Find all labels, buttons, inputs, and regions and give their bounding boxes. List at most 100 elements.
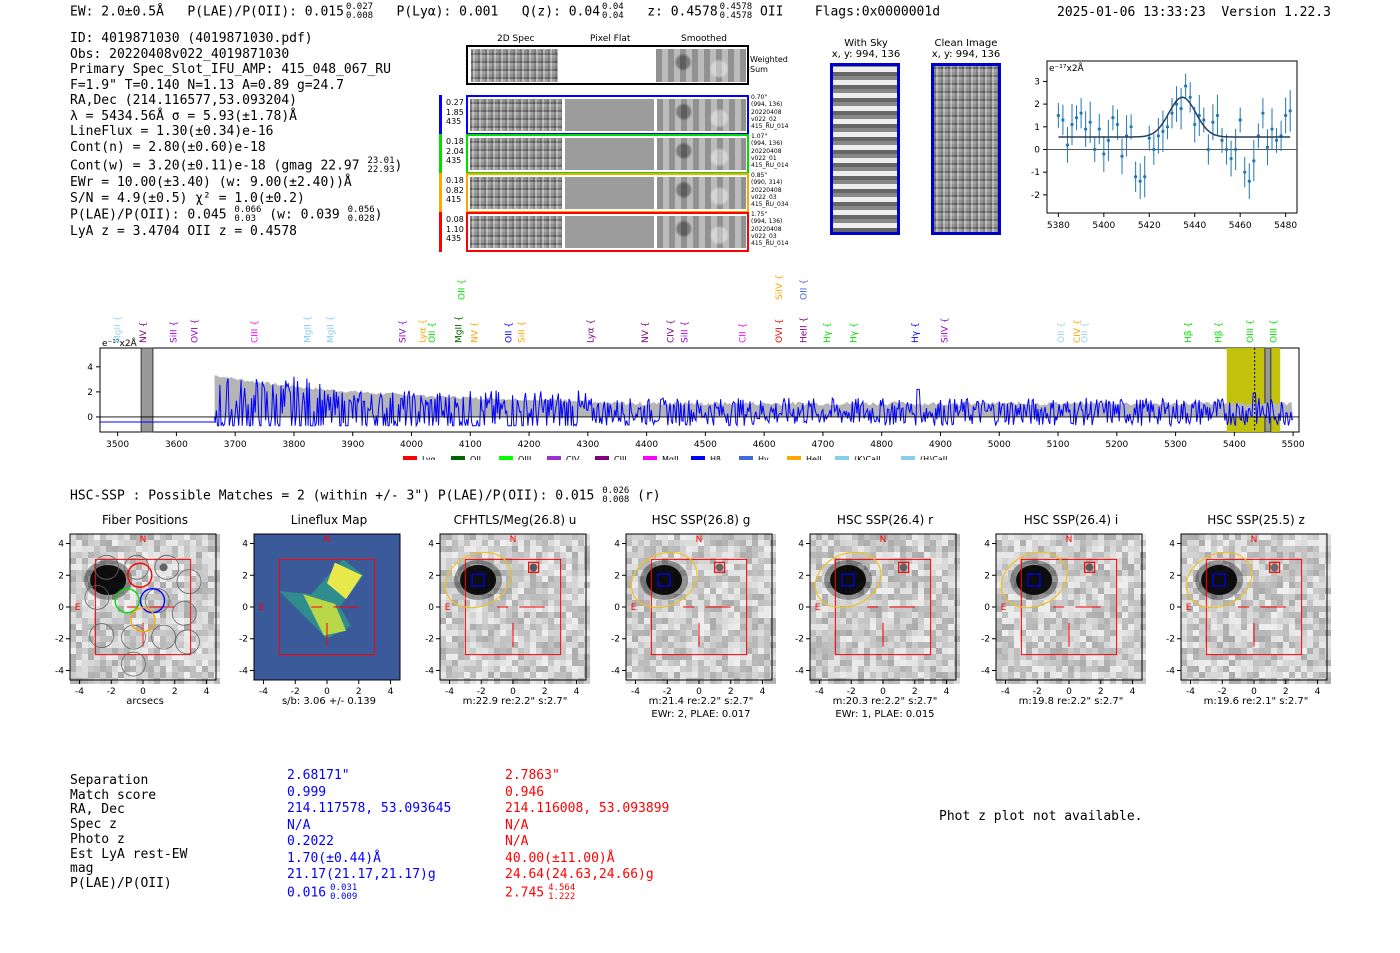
thumb-pixel bbox=[1301, 570, 1307, 576]
thumb-pixel bbox=[542, 642, 548, 648]
thumb-pixel bbox=[518, 552, 524, 558]
thumb-pixel bbox=[184, 546, 190, 552]
thumb-pixel bbox=[482, 594, 488, 600]
thumb-pixel bbox=[1044, 672, 1050, 678]
thumb-ytick-label: 2 bbox=[1169, 571, 1175, 581]
thumb-pixel bbox=[1098, 672, 1104, 678]
thumb-pixel bbox=[1014, 540, 1020, 546]
thumb-pixel bbox=[650, 654, 656, 660]
thumb-pixel bbox=[1044, 648, 1050, 654]
thumb-pixel bbox=[458, 624, 464, 630]
thumb-pixel bbox=[876, 534, 882, 540]
thumb-pixel bbox=[1247, 534, 1253, 540]
thumb-pixel bbox=[482, 666, 488, 672]
thumb-pixel bbox=[1265, 552, 1271, 558]
compass-north: N bbox=[696, 535, 703, 545]
thumb-pixel bbox=[1134, 666, 1140, 672]
thumb-pixel bbox=[76, 672, 82, 678]
thumb-pixel bbox=[130, 558, 136, 564]
thumb-pixel bbox=[1038, 546, 1044, 552]
thumb-pixel bbox=[148, 546, 154, 552]
thumb-pixel bbox=[870, 564, 876, 570]
thumb-pixel bbox=[506, 624, 512, 630]
thumb-pixel bbox=[1092, 558, 1098, 564]
thumb-pixel bbox=[846, 600, 852, 606]
thumb-pixel bbox=[686, 648, 692, 654]
thumb-pixel bbox=[560, 588, 566, 594]
thumb-pixel bbox=[184, 648, 190, 654]
thumb-ytick-label: -4 bbox=[795, 666, 804, 676]
thumb-pixel bbox=[1247, 612, 1253, 618]
thumb-pixel bbox=[1116, 564, 1122, 570]
thumb-pixel bbox=[930, 558, 936, 564]
thumb-pixel bbox=[1122, 540, 1128, 546]
thumb-pixel bbox=[1038, 594, 1044, 600]
thumb-pixel bbox=[154, 564, 160, 570]
thumb-pixel bbox=[76, 678, 82, 684]
thumb-pixel bbox=[1223, 606, 1229, 612]
thumb-pixel bbox=[752, 564, 758, 570]
thumb-pixel bbox=[518, 636, 524, 642]
thumb-pixel bbox=[650, 534, 656, 540]
thumb-pixel bbox=[542, 576, 548, 582]
thumb-pixel bbox=[512, 564, 518, 570]
thumb-pixel bbox=[1032, 672, 1038, 678]
thumb-pixel bbox=[190, 594, 196, 600]
thumb-pixel bbox=[196, 600, 202, 606]
thumb-pixel bbox=[822, 534, 828, 540]
thumb-pixel bbox=[930, 546, 936, 552]
thumb-pixel bbox=[626, 612, 632, 618]
thumb-pixel bbox=[716, 636, 722, 642]
red-plae-bounds: 4.564 1.222 bbox=[548, 883, 575, 902]
thumb-pixel bbox=[716, 618, 722, 624]
thumb-pixel bbox=[1307, 660, 1313, 666]
thumb-pixel bbox=[1068, 636, 1074, 642]
thumb-pixel bbox=[584, 630, 590, 636]
cutout-left-value: 0.82 bbox=[446, 185, 464, 195]
thumb-pixel bbox=[996, 678, 1002, 684]
thumb-pixel bbox=[632, 552, 638, 558]
thumb-pixel bbox=[440, 630, 446, 636]
thumb-pixel bbox=[656, 624, 662, 630]
thumb-pixel bbox=[846, 630, 852, 636]
thumb-pixel bbox=[882, 564, 888, 570]
thumb-pixel bbox=[1247, 654, 1253, 660]
thumb-pixel bbox=[208, 582, 214, 588]
thumb-pixel bbox=[734, 576, 740, 582]
thumb-pixel bbox=[674, 540, 680, 546]
thumb-pixel bbox=[70, 564, 76, 570]
thumb-pixel bbox=[494, 564, 500, 570]
spec-xtick-label: 5400 bbox=[1223, 440, 1246, 450]
thumb-pixel bbox=[644, 642, 650, 648]
thumb-pixel bbox=[124, 558, 130, 564]
thumb-pixel bbox=[106, 630, 112, 636]
thumb-pixel bbox=[470, 594, 476, 600]
thumb-pixel bbox=[1104, 564, 1110, 570]
thumb-pixel bbox=[1307, 606, 1313, 612]
thumb-pixel bbox=[1014, 612, 1020, 618]
thumb-pixel bbox=[1140, 600, 1146, 606]
thumb-pixel bbox=[1277, 576, 1283, 582]
thumb-pixel bbox=[572, 642, 578, 648]
thumb-pixel bbox=[710, 636, 716, 642]
thumb-pixel bbox=[488, 678, 494, 684]
thumb-pixel bbox=[864, 654, 870, 660]
thumb-pixel bbox=[1307, 534, 1313, 540]
thumb-pixel bbox=[656, 558, 662, 564]
thumb-pixel bbox=[1277, 570, 1283, 576]
thumb-pixel bbox=[924, 582, 930, 588]
thumb-pixel bbox=[954, 540, 960, 546]
thumb-pixel bbox=[698, 576, 704, 582]
thumb-pixel bbox=[548, 672, 554, 678]
thumb-pixel bbox=[674, 666, 680, 672]
thumb-pixel bbox=[1026, 552, 1032, 558]
thumb-pixel bbox=[1241, 660, 1247, 666]
thumb-pixel bbox=[716, 624, 722, 630]
thumb-pixel bbox=[632, 612, 638, 618]
thumb-pixel bbox=[764, 600, 770, 606]
thumb-pixel bbox=[446, 576, 452, 582]
thumb-pixel bbox=[440, 594, 446, 600]
thumb-pixel bbox=[524, 654, 530, 660]
thumb-pixel bbox=[840, 636, 846, 642]
